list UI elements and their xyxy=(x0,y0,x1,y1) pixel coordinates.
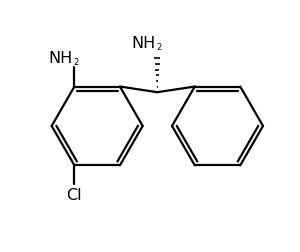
Text: NH: NH xyxy=(49,51,73,66)
Text: $_2$: $_2$ xyxy=(73,55,80,68)
Text: NH: NH xyxy=(132,36,156,50)
Text: $_2$: $_2$ xyxy=(156,40,163,53)
Text: Cl: Cl xyxy=(67,187,82,202)
